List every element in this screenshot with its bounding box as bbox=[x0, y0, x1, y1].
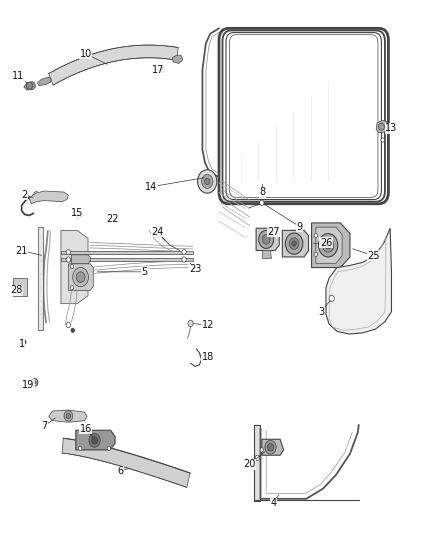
Circle shape bbox=[92, 437, 98, 444]
Text: 2: 2 bbox=[21, 190, 28, 200]
Polygon shape bbox=[61, 258, 193, 261]
Circle shape bbox=[76, 272, 85, 282]
Circle shape bbox=[160, 67, 164, 72]
Text: 24: 24 bbox=[152, 227, 164, 237]
Text: 22: 22 bbox=[106, 214, 118, 224]
Circle shape bbox=[66, 413, 71, 418]
Polygon shape bbox=[376, 120, 388, 133]
Circle shape bbox=[66, 249, 71, 255]
Circle shape bbox=[260, 448, 264, 452]
Polygon shape bbox=[62, 438, 190, 487]
Circle shape bbox=[18, 343, 21, 348]
Text: 23: 23 bbox=[189, 264, 201, 274]
Text: 14: 14 bbox=[145, 182, 157, 192]
Text: 16: 16 bbox=[80, 424, 92, 434]
Circle shape bbox=[325, 241, 331, 249]
Circle shape bbox=[318, 233, 338, 257]
Polygon shape bbox=[37, 77, 51, 86]
Circle shape bbox=[314, 233, 318, 238]
Circle shape bbox=[70, 264, 74, 269]
Circle shape bbox=[205, 178, 210, 184]
Polygon shape bbox=[75, 213, 83, 219]
Circle shape bbox=[292, 241, 296, 246]
Text: 12: 12 bbox=[202, 320, 214, 330]
Text: 11: 11 bbox=[12, 71, 24, 81]
Circle shape bbox=[201, 174, 213, 188]
Text: 7: 7 bbox=[41, 421, 47, 431]
Polygon shape bbox=[24, 82, 35, 90]
Circle shape bbox=[71, 328, 74, 333]
Polygon shape bbox=[61, 251, 193, 254]
Circle shape bbox=[262, 235, 270, 244]
Circle shape bbox=[260, 200, 264, 205]
Text: 26: 26 bbox=[320, 238, 332, 247]
Circle shape bbox=[255, 455, 260, 461]
Circle shape bbox=[182, 249, 186, 255]
Polygon shape bbox=[71, 255, 90, 264]
Circle shape bbox=[259, 230, 274, 248]
Polygon shape bbox=[68, 264, 93, 290]
Polygon shape bbox=[254, 425, 261, 502]
Polygon shape bbox=[283, 230, 308, 257]
Polygon shape bbox=[49, 45, 178, 85]
Text: 18: 18 bbox=[202, 352, 214, 362]
Text: 13: 13 bbox=[385, 123, 398, 133]
Circle shape bbox=[32, 378, 38, 386]
Circle shape bbox=[329, 295, 334, 302]
Text: 9: 9 bbox=[297, 222, 303, 232]
Text: 6: 6 bbox=[118, 466, 124, 476]
Polygon shape bbox=[172, 55, 182, 63]
Text: 20: 20 bbox=[244, 459, 256, 469]
Polygon shape bbox=[76, 430, 115, 450]
Polygon shape bbox=[311, 223, 350, 268]
Polygon shape bbox=[29, 191, 68, 204]
Polygon shape bbox=[61, 230, 88, 304]
Text: 19: 19 bbox=[22, 379, 34, 390]
Circle shape bbox=[381, 138, 385, 142]
Circle shape bbox=[265, 440, 276, 454]
Polygon shape bbox=[316, 227, 342, 263]
Polygon shape bbox=[49, 410, 87, 422]
Circle shape bbox=[73, 268, 88, 287]
Text: 25: 25 bbox=[368, 251, 380, 261]
Circle shape bbox=[78, 446, 82, 450]
Circle shape bbox=[378, 123, 385, 131]
Circle shape bbox=[70, 286, 74, 290]
Circle shape bbox=[286, 233, 303, 254]
Circle shape bbox=[289, 238, 299, 249]
Text: 3: 3 bbox=[318, 306, 325, 317]
Circle shape bbox=[268, 443, 274, 451]
Circle shape bbox=[322, 238, 334, 252]
Text: 10: 10 bbox=[80, 49, 92, 59]
Polygon shape bbox=[38, 227, 43, 330]
Circle shape bbox=[182, 257, 186, 262]
Text: 28: 28 bbox=[10, 286, 22, 295]
Circle shape bbox=[33, 381, 36, 384]
Circle shape bbox=[64, 410, 73, 421]
Circle shape bbox=[66, 257, 71, 262]
Circle shape bbox=[314, 252, 318, 256]
Text: 27: 27 bbox=[267, 227, 280, 237]
Polygon shape bbox=[326, 228, 392, 334]
Circle shape bbox=[66, 322, 71, 328]
Text: 4: 4 bbox=[271, 498, 277, 508]
Text: 15: 15 bbox=[71, 208, 83, 219]
Text: 21: 21 bbox=[15, 246, 28, 255]
Polygon shape bbox=[262, 439, 284, 455]
Text: 17: 17 bbox=[152, 65, 164, 75]
Polygon shape bbox=[13, 278, 27, 296]
Polygon shape bbox=[263, 251, 272, 259]
Text: 5: 5 bbox=[141, 267, 148, 277]
Text: 8: 8 bbox=[260, 187, 266, 197]
Text: 1: 1 bbox=[18, 338, 25, 349]
Circle shape bbox=[107, 446, 111, 450]
Circle shape bbox=[77, 214, 81, 218]
Polygon shape bbox=[256, 228, 279, 251]
Circle shape bbox=[188, 320, 193, 327]
Circle shape bbox=[26, 82, 32, 90]
Circle shape bbox=[198, 169, 217, 193]
Circle shape bbox=[21, 340, 25, 345]
Circle shape bbox=[89, 433, 100, 447]
